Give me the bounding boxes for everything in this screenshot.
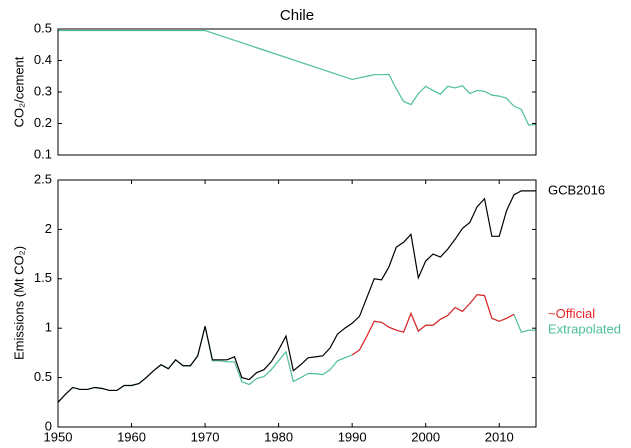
x-tick-label: 2010 xyxy=(485,429,514,444)
series-line xyxy=(57,293,536,403)
series-line xyxy=(351,293,515,356)
y-tick-label: 2 xyxy=(45,221,52,236)
legend-label: GCB2016 xyxy=(548,182,605,197)
legend-label: ~Official xyxy=(548,306,595,321)
x-tick-label: 1970 xyxy=(191,429,220,444)
y-tick-label: 0.3 xyxy=(34,83,52,98)
y-tick-label: 1 xyxy=(45,320,52,335)
plot-frame xyxy=(57,28,537,156)
plot-frame xyxy=(57,179,537,428)
y-tick-label: 2.5 xyxy=(34,171,52,186)
y-tick-label: 1.5 xyxy=(34,270,52,285)
y-tick-label: 0 xyxy=(45,418,52,433)
series-line xyxy=(58,29,537,126)
x-tick-label: 1960 xyxy=(117,429,146,444)
y-axis-label: CO₂/cement xyxy=(11,56,26,127)
y-axis-label: Emissions (Mt CO₂) xyxy=(11,246,26,360)
legend-label: Extrapolated xyxy=(548,322,621,337)
x-tick-label: 1950 xyxy=(44,429,73,444)
y-tick-label: 0.5 xyxy=(34,369,52,384)
y-tick-label: 0.5 xyxy=(34,20,52,35)
x-tick-label: 1980 xyxy=(264,429,293,444)
y-tick-label: 0.4 xyxy=(34,52,52,67)
y-tick-label: 0.2 xyxy=(34,115,52,130)
series-line xyxy=(57,190,536,403)
x-tick-label: 1990 xyxy=(338,429,367,444)
y-tick-label: 0.1 xyxy=(34,146,52,161)
chart-title: Chile xyxy=(280,7,314,24)
x-tick-label: 2000 xyxy=(411,429,440,444)
